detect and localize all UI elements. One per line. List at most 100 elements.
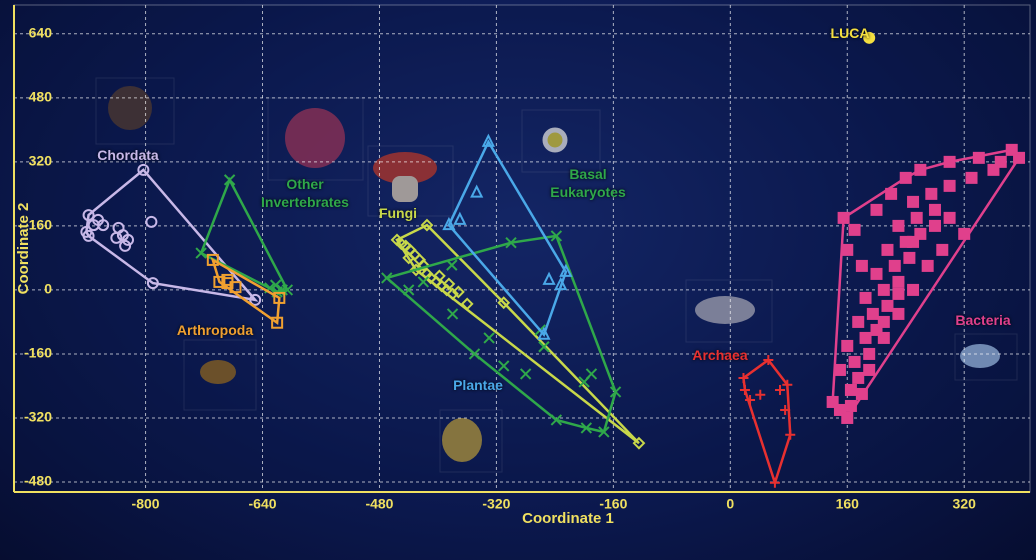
point-shape: [146, 277, 159, 290]
x-tick-label: -640: [249, 496, 277, 512]
point-shape: [987, 163, 1000, 176]
point: [870, 267, 883, 280]
x-tick-label: -160: [599, 496, 627, 512]
point-shape: [82, 229, 95, 242]
point: [936, 243, 949, 256]
point-shape: [844, 383, 857, 396]
point: [870, 323, 883, 336]
point: [928, 203, 941, 216]
point: [554, 276, 568, 291]
point-shape: [914, 227, 927, 240]
point-shape: [453, 211, 467, 225]
point-shape: [907, 195, 920, 208]
point: [442, 216, 456, 231]
point: [921, 259, 934, 272]
point-shape: [229, 281, 242, 294]
point-shape: [972, 151, 985, 164]
point-shape: [921, 259, 934, 272]
point-shape: [451, 285, 465, 299]
image-frame: [954, 333, 1018, 381]
point-shape: [877, 315, 890, 328]
point: [859, 331, 872, 344]
point-shape: [892, 219, 905, 232]
point: [442, 277, 456, 291]
point: [195, 247, 207, 259]
point-shape: [580, 422, 593, 434]
point-shape: [537, 326, 551, 340]
point: [453, 211, 467, 225]
point-shape: [505, 236, 517, 249]
point: [943, 155, 956, 168]
point-shape: [943, 179, 956, 192]
point: [826, 395, 839, 408]
point: [837, 211, 850, 224]
point-shape: [855, 387, 868, 400]
y-tick-label: -320: [24, 409, 52, 425]
x-tick-label: -480: [365, 496, 393, 512]
point-shape: [852, 371, 865, 384]
point-shape: [442, 216, 456, 231]
point: [402, 251, 416, 265]
point: [870, 203, 883, 216]
point-shape: [870, 267, 883, 280]
y-tick-label: -160: [24, 345, 52, 361]
point-shape: [848, 355, 861, 368]
image-frame: [685, 279, 773, 343]
point-shape: [863, 363, 876, 376]
point: [863, 363, 876, 376]
x-tick-label: 0: [726, 496, 734, 512]
point-shape: [381, 272, 393, 284]
cluster-hull: [395, 223, 640, 445]
point-shape: [848, 223, 861, 236]
point-shape: [598, 426, 610, 438]
image-frame: [439, 409, 503, 473]
bacterium-icon: [960, 344, 1000, 368]
image-frame: [367, 145, 454, 217]
point-shape: [271, 316, 284, 329]
point: [221, 273, 234, 286]
point: [863, 347, 876, 360]
point-shape: [782, 379, 793, 390]
point: [892, 275, 905, 288]
point-shape: [223, 174, 236, 186]
point: [1005, 143, 1018, 156]
point: [848, 223, 861, 236]
point-shape: [841, 411, 854, 424]
point-shape: [195, 247, 207, 259]
point: [914, 227, 927, 240]
point: [928, 219, 941, 232]
point-shape: [755, 389, 766, 400]
point-shape: [936, 243, 949, 256]
point: [852, 371, 865, 384]
group-label: LUCA: [830, 25, 870, 41]
point: [122, 233, 135, 246]
point: [82, 209, 95, 222]
point-shape: [892, 275, 905, 288]
point: [632, 436, 646, 450]
point-shape: [442, 277, 456, 291]
point: [497, 296, 511, 310]
point-shape: [877, 331, 890, 344]
point: [863, 31, 876, 44]
mushroom-stem: [392, 176, 418, 202]
point-shape: [852, 315, 865, 328]
point: [877, 315, 890, 328]
point: [82, 229, 95, 242]
point: [249, 293, 262, 306]
point-shape: [780, 404, 791, 415]
point-shape: [885, 187, 898, 200]
point: [892, 219, 905, 232]
point: [550, 230, 563, 242]
point: [745, 394, 756, 405]
point-shape: [273, 291, 286, 304]
plot-area: [13, 4, 1031, 493]
point-shape: [928, 219, 941, 232]
point: [420, 218, 434, 232]
point: [907, 235, 920, 248]
point: [877, 283, 890, 296]
group-label: Basal Eukaryotes: [550, 166, 626, 200]
point-shape: [863, 31, 876, 44]
point-shape: [585, 368, 598, 380]
point-shape: [550, 230, 563, 242]
